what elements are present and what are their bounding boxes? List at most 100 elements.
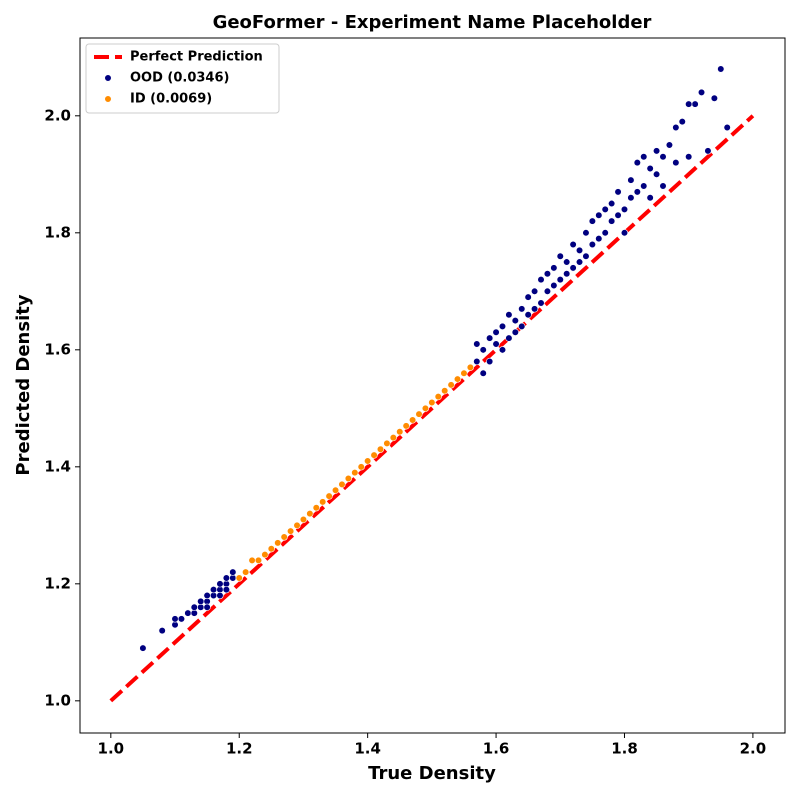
point	[563, 258, 571, 266]
point	[479, 369, 487, 377]
point	[261, 550, 269, 559]
point	[364, 457, 372, 465]
point	[383, 439, 391, 448]
point	[627, 194, 635, 202]
point	[614, 211, 622, 219]
point	[550, 281, 558, 290]
point	[678, 118, 686, 126]
point	[460, 369, 468, 377]
point	[505, 311, 513, 319]
point	[498, 322, 507, 331]
point	[139, 644, 147, 652]
legend-marker	[104, 95, 112, 103]
point	[511, 316, 519, 325]
point	[389, 433, 397, 442]
legend-box	[85, 43, 280, 114]
x-tick-label: 1.8	[611, 740, 638, 758]
point	[640, 182, 648, 190]
point	[222, 574, 230, 582]
point	[691, 100, 699, 108]
point	[479, 346, 487, 354]
point	[563, 270, 571, 278]
point	[601, 205, 609, 214]
x-tick-label: 1.0	[98, 740, 125, 758]
point	[608, 217, 616, 225]
plot-area	[109, 65, 755, 703]
point	[582, 252, 590, 260]
y-tick-label: 1.2	[44, 574, 71, 592]
point	[588, 217, 596, 225]
point	[293, 521, 301, 529]
point	[447, 381, 455, 389]
point	[710, 94, 718, 102]
point	[556, 252, 564, 260]
point	[646, 194, 654, 202]
point	[158, 627, 166, 635]
point	[537, 276, 545, 284]
point	[704, 147, 712, 155]
point	[209, 586, 218, 594]
point	[254, 556, 263, 565]
point	[344, 474, 352, 483]
point	[505, 334, 513, 342]
point	[434, 393, 442, 401]
point	[408, 416, 417, 424]
point	[466, 363, 474, 371]
point	[222, 586, 230, 594]
point	[659, 182, 667, 190]
legend-marker	[104, 74, 112, 82]
point	[357, 463, 365, 471]
point	[190, 603, 198, 611]
point	[492, 340, 500, 348]
point	[242, 568, 250, 576]
point	[537, 299, 545, 307]
y-axis-title: Predicted Density	[13, 294, 34, 475]
point	[569, 240, 577, 249]
y-tick-label: 1.6	[44, 340, 71, 358]
point	[248, 556, 256, 565]
point	[518, 322, 526, 331]
point	[428, 398, 436, 407]
legend-label: ID (0.0069)	[130, 92, 212, 107]
point	[543, 270, 552, 278]
point	[672, 123, 680, 132]
point	[697, 88, 706, 97]
perfect-line	[109, 114, 755, 703]
point	[171, 615, 179, 623]
point	[717, 65, 725, 73]
point	[235, 574, 243, 582]
y-tick-label: 1.8	[44, 223, 71, 241]
point	[306, 510, 314, 518]
point	[376, 445, 385, 453]
point	[312, 504, 320, 512]
point	[299, 515, 308, 524]
point	[569, 264, 577, 272]
point	[486, 334, 494, 342]
point	[473, 357, 481, 366]
point	[640, 153, 648, 161]
point	[331, 486, 340, 494]
x-tick-label: 1.6	[483, 740, 510, 758]
point	[582, 229, 590, 237]
point	[530, 287, 539, 295]
point	[575, 246, 584, 254]
point	[396, 428, 404, 436]
point	[370, 451, 378, 459]
point	[486, 357, 494, 366]
point	[665, 141, 674, 149]
point	[511, 328, 519, 336]
legend-label: OOD (0.0346)	[130, 71, 229, 86]
y-tick-label: 1.4	[44, 457, 71, 475]
point	[287, 527, 295, 535]
point	[627, 176, 635, 184]
point	[524, 293, 532, 301]
point	[492, 328, 500, 336]
point	[203, 591, 211, 600]
point	[177, 615, 186, 623]
point	[723, 123, 731, 132]
point	[614, 188, 622, 196]
point	[652, 147, 661, 155]
point	[633, 159, 641, 167]
